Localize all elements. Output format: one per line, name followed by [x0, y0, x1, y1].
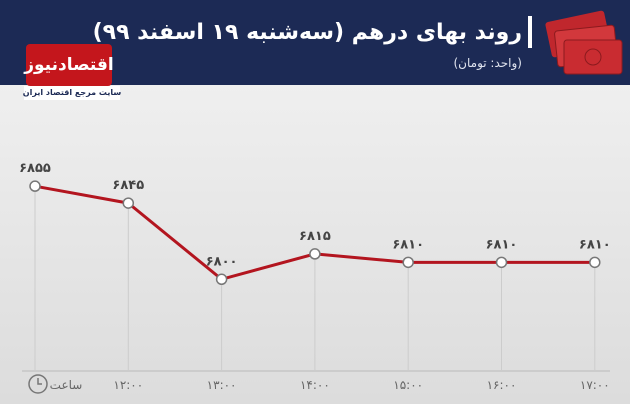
value-label: ۶۸۱۰ [392, 237, 424, 252]
point [122, 197, 135, 209]
x-tick-label: ۱۴:۰۰ [300, 378, 330, 392]
clock-icon [28, 374, 48, 394]
value-label: ۶۸۵۵ [19, 161, 51, 176]
x-tick-label: ۱۳:۰۰ [207, 378, 237, 392]
point [29, 180, 41, 192]
point [402, 256, 414, 269]
x-tick-label: ۱۶:۰۰ [487, 378, 517, 392]
value-label: ۶۸۱۵ [299, 229, 331, 244]
value-label: ۶۸۴۵ [112, 178, 144, 193]
logo-tag-box [24, 86, 120, 100]
x-tick-label: ۱۵:۰۰ [393, 378, 423, 392]
x-tick-label: ۱۷:۰۰ [580, 378, 610, 392]
value-label: ۶۸۰۰ [206, 254, 238, 269]
logo-box [26, 44, 112, 86]
point [495, 256, 508, 269]
value-label: ۶۸۱۰ [579, 237, 611, 252]
point [589, 256, 601, 269]
logo-name: اقتصادنیوز [23, 55, 114, 75]
point [309, 248, 321, 260]
banknote-icon [545, 10, 623, 75]
x-axis-label: ساعت [50, 378, 83, 392]
x-tick-label: ۱۲:۰۰ [113, 378, 143, 392]
chart-subtitle: (واحد: تومان) [453, 56, 522, 70]
chart-title: روند بهای درهم (سه‌شنبه ۱۹ اسفند ۹۹) [92, 20, 522, 45]
value-label: ۶۸۱۰ [486, 237, 518, 252]
point [215, 273, 228, 286]
clock-hands [37, 378, 42, 385]
logo-tagline: سایت مرجع اقتصاد ایران [23, 88, 122, 97]
title-bar [528, 16, 532, 48]
